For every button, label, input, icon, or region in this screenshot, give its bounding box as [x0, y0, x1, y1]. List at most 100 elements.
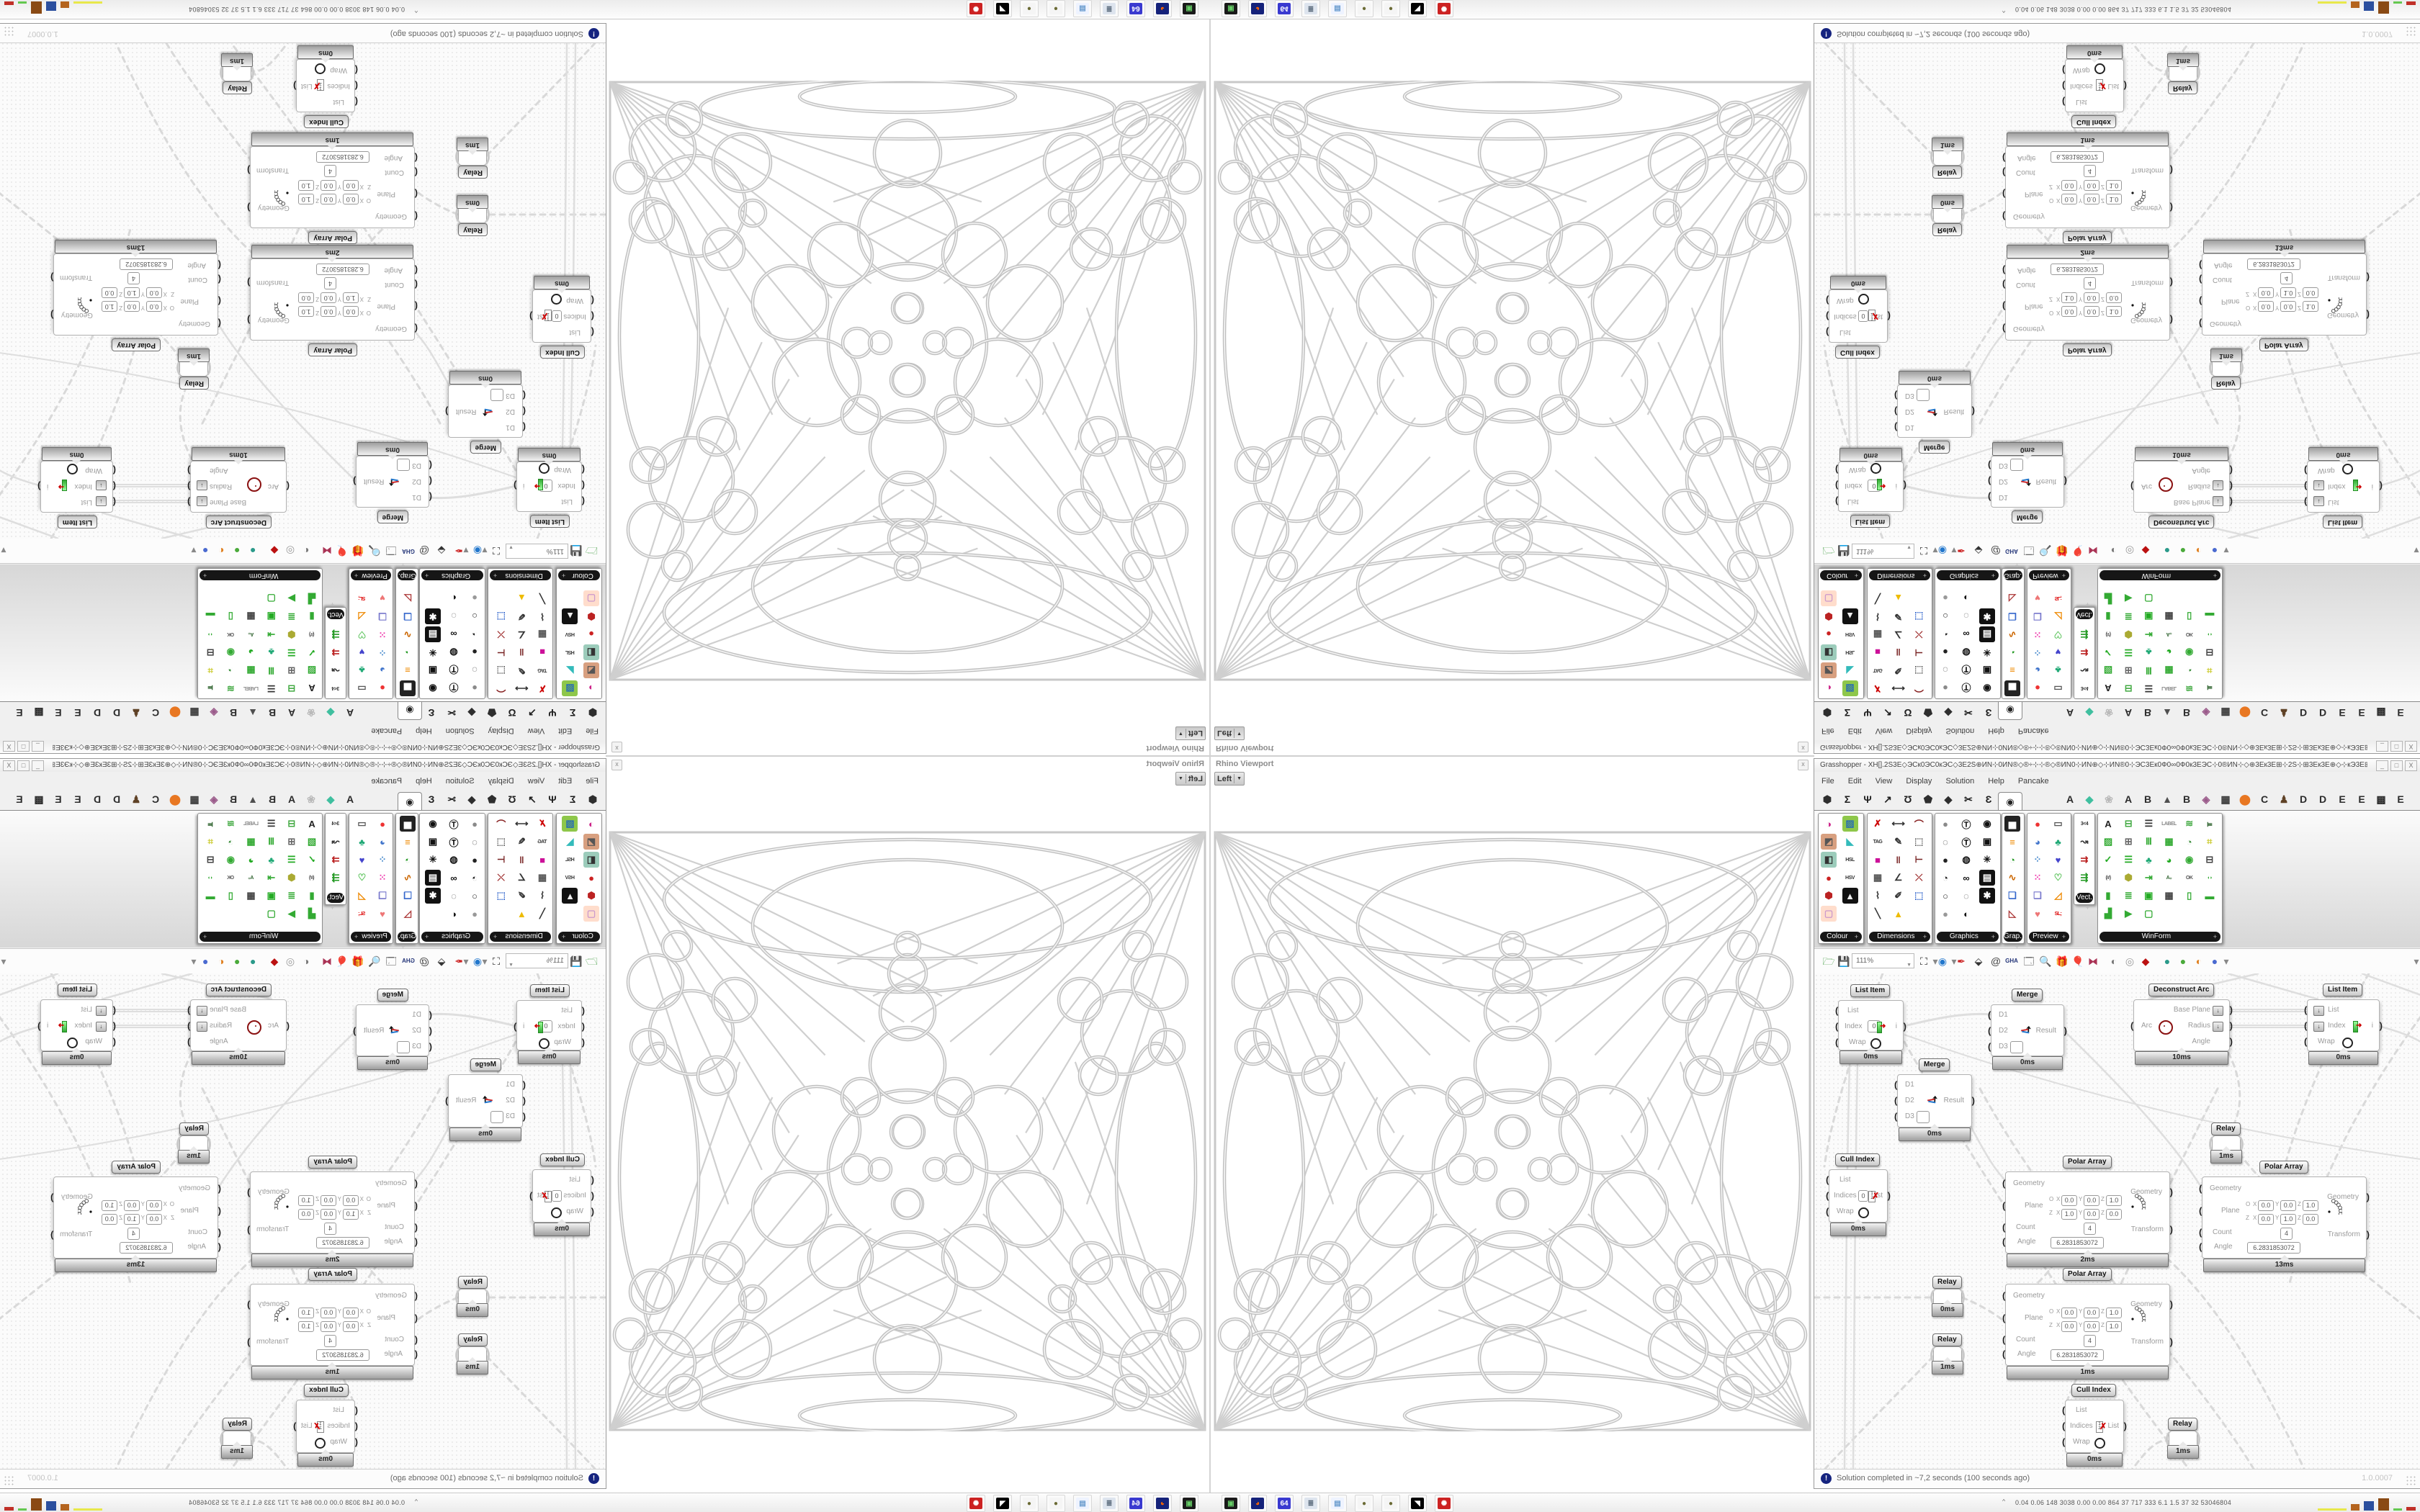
- script-icon[interactable]: ≣: [1100, 1495, 1119, 1512]
- compare-nums-icon[interactable]: 3<4: [2076, 816, 2092, 832]
- value-box[interactable]: 0.0: [343, 1321, 359, 1332]
- orange-ellipse-icon[interactable]: ⬤: [2239, 707, 2251, 719]
- wrap-toggle[interactable]: [2342, 1038, 2353, 1048]
- node-label-cull-index[interactable]: Cull Index: [2071, 115, 2116, 128]
- letter-a-icon[interactable]: A: [304, 816, 320, 832]
- node-polar-array[interactable]: (Geometry(Plane(Count) Geometry(Angle) Tra…: [247, 258, 418, 341]
- hatch-grid-icon[interactable]: ▦: [1870, 870, 1886, 886]
- input-port-geometry[interactable]: (: [218, 1183, 221, 1194]
- ball-teal-icon[interactable]: ●: [2164, 955, 2171, 967]
- value-box[interactable]: 0.0: [343, 1308, 359, 1318]
- hash-slider-icon[interactable]: (#): [2100, 870, 2116, 886]
- menu-item-pancake[interactable]: Pancake: [2017, 726, 2049, 735]
- panel-label[interactable]: Graphics +: [421, 932, 483, 942]
- check-icon[interactable]: ✓: [2100, 852, 2116, 868]
- tray-collapse-icon[interactable]: ^: [2002, 1498, 2006, 1504]
- value-box[interactable]: 1.0: [124, 287, 140, 298]
- node-label-cull-index[interactable]: Cull Index: [1835, 346, 1880, 359]
- compare-nums-icon[interactable]: 3<4: [2076, 680, 2092, 696]
- node-polar-array[interactable]: (Geometry(Plane(Count) Geometry(Angle) Tra…: [2199, 253, 2370, 336]
- node-list-item[interactable]: ((() List Index 0 Wrap ➜ i: [514, 462, 585, 512]
- input-port-wrap[interactable]: (: [2304, 1036, 2308, 1047]
- input-port-wrap[interactable]: (: [2062, 1436, 2066, 1447]
- node-merge[interactable]: (D1(D2(D3) Result ➚: [353, 1004, 432, 1056]
- node-label-deconstruct-arc[interactable]: Deconstruct Arc: [205, 984, 272, 996]
- output-port-transform[interactable]: ): [2169, 277, 2173, 288]
- tab-letter-c[interactable]: C: [151, 707, 160, 719]
- striped-sphere-icon[interactable]: ◍: [1958, 644, 1974, 660]
- value-box[interactable]: 0.0: [298, 292, 314, 303]
- output-port-geometry[interactable]: ): [247, 202, 251, 213]
- dots-multi-icon[interactable]: ⁘: [2030, 852, 2045, 868]
- preview-eye-tab[interactable]: ◉: [1998, 700, 2022, 720]
- select-rect-icon[interactable]: ⬚: [493, 888, 509, 904]
- link-icon[interactable]: ∞: [446, 870, 462, 886]
- eye-circle-icon[interactable]: ◉: [425, 816, 441, 832]
- value-box[interactable]: 0.0: [321, 180, 336, 191]
- window-green-icon[interactable]: ▣: [2141, 608, 2157, 624]
- floppy-star-icon[interactable]: ✱: [1979, 608, 1995, 624]
- striped-sphere-icon[interactable]: ◍: [446, 852, 462, 868]
- input-port-list[interactable]: (: [2304, 497, 2308, 508]
- tab-letter-a1[interactable]: A: [346, 707, 354, 719]
- hsv-sphere-icon[interactable]: ●: [1821, 626, 1837, 642]
- floppy64-icon[interactable]: 64: [1275, 1495, 1294, 1512]
- v-arrows-icon[interactable]: ⇥: [263, 626, 279, 642]
- menu-item-display[interactable]: Display: [488, 777, 514, 786]
- input-port-d1[interactable]: (: [1988, 492, 1991, 503]
- octagon-sphere-icon[interactable]: ⬢: [1821, 608, 1837, 624]
- hsv-sphere-icon[interactable]: ●: [1821, 870, 1837, 886]
- input-port-geometry[interactable]: (: [414, 1290, 418, 1301]
- panel-expand-icon[interactable]: +: [2213, 572, 2217, 579]
- input-port-index[interactable]: (: [112, 1020, 116, 1031]
- hsv-label-icon[interactable]: HSV: [1842, 626, 1858, 642]
- magenta-square-icon[interactable]: ■: [1870, 852, 1886, 868]
- gradient-tri-icon[interactable]: ◿: [354, 888, 370, 904]
- node-label-relay[interactable]: Relay: [1932, 1276, 1962, 1289]
- node-merge[interactable]: (D1(D2(D3) Result ➚: [445, 384, 526, 438]
- photo-stack-icon[interactable]: ❏: [375, 608, 390, 624]
- trees-icon[interactable]: ♣: [2050, 662, 2066, 678]
- open-file-icon[interactable]: 🗁: [1822, 545, 1835, 557]
- hash-slider-icon[interactable]: (#): [2100, 626, 2116, 642]
- menu-item-file[interactable]: File: [586, 777, 599, 786]
- v-bar-icon[interactable]: ▮: [304, 608, 320, 624]
- tab-letter-b1[interactable]: B: [268, 793, 277, 805]
- terminal-icon[interactable]: ▣: [1180, 1495, 1198, 1512]
- at-icon[interactable]: @: [1990, 545, 2002, 557]
- text-list-icon[interactable]: ☰: [263, 816, 279, 832]
- rhino-logo-icon[interactable]: ◥: [993, 1495, 1012, 1512]
- value-box[interactable]: 6.2831853072: [2051, 1349, 2104, 1361]
- tab-letter-e2[interactable]: E: [2358, 707, 2365, 719]
- dd-arrow-1[interactable]: ▾: [1932, 955, 1938, 967]
- person-icon[interactable]: ◉: [2181, 852, 2197, 868]
- org-tree-icon[interactable]: ⫢: [2201, 680, 2218, 696]
- value-box[interactable]: 0.0: [2303, 1214, 2318, 1225]
- node-label-list-item[interactable]: List Item: [529, 515, 570, 528]
- ticks-dim-icon[interactable]: ‖: [1890, 644, 1906, 660]
- squircle-icon[interactable]: ▣: [425, 662, 441, 678]
- angle-dim-icon[interactable]: ∠: [514, 626, 530, 642]
- node-label-relay[interactable]: Relay: [179, 1122, 209, 1135]
- save-file-icon[interactable]: 💾: [570, 545, 583, 557]
- marker-pen-icon[interactable]: ✎: [1890, 834, 1906, 850]
- package-icon[interactable]: 🎁: [351, 955, 364, 967]
- dashed-circle-icon[interactable]: ◌: [467, 834, 483, 850]
- tab-letter-a1[interactable]: A: [2066, 793, 2074, 805]
- tab-letter-d2[interactable]: D: [93, 793, 102, 805]
- burst-icon[interactable]: ✳: [425, 852, 441, 868]
- node-label-relay[interactable]: Relay: [2211, 377, 2241, 390]
- a-plus-icon[interactable]: A₊: [243, 626, 259, 642]
- menu-item-edit[interactable]: Edit: [1847, 777, 1862, 786]
- panel-label[interactable]: Colour +: [1820, 932, 1862, 942]
- tab-letter-c[interactable]: C: [151, 793, 160, 805]
- find-icon[interactable]: 🔍: [2039, 545, 2052, 557]
- slider-hh-icon[interactable]: Ⅲ: [263, 662, 279, 678]
- pie-green-icon[interactable]: ◕: [243, 852, 259, 868]
- value-box[interactable]: 0.0: [124, 1200, 140, 1211]
- tag-icon[interactable]: TAG: [1870, 662, 1886, 678]
- node-label-polar-array[interactable]: Polar Array: [2063, 1156, 2112, 1169]
- fit-extents-icon[interactable]: ⛶: [1920, 955, 1927, 967]
- wrap-toggle[interactable]: [2094, 63, 2105, 74]
- find-icon[interactable]: 🔍: [368, 955, 381, 967]
